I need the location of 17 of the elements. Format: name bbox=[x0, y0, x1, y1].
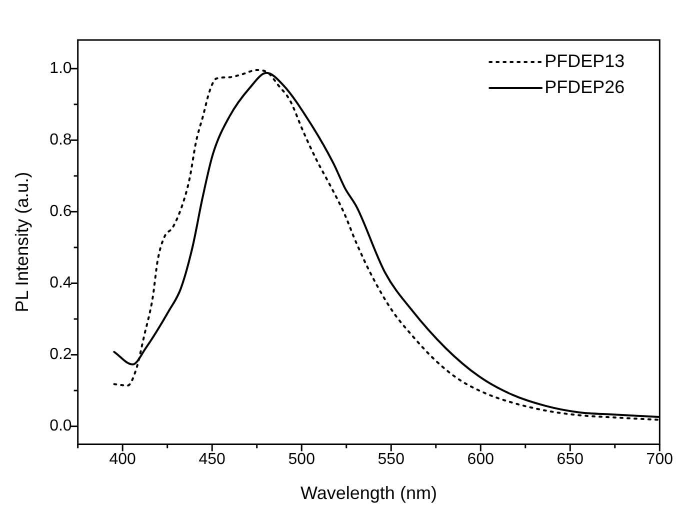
y-axis-title: PL Intensity (a.u.) bbox=[12, 172, 32, 312]
x-tick-label: 700 bbox=[646, 451, 674, 468]
x-tick-label: 500 bbox=[288, 451, 316, 468]
x-tick-label: 400 bbox=[109, 451, 136, 468]
y-tick-label: 0.4 bbox=[50, 274, 72, 292]
x-tick-label: 450 bbox=[198, 451, 226, 468]
y-tick-label: 0.6 bbox=[50, 203, 72, 220]
legend-label: PFDEP13 bbox=[544, 50, 625, 71]
y-tick-label: 0.2 bbox=[50, 346, 72, 364]
y-tick-label: 1.0 bbox=[50, 60, 72, 78]
legend-label: PFDEP26 bbox=[544, 76, 625, 97]
y-tick-label: 0.8 bbox=[50, 132, 72, 149]
y-tick-label: 0.0 bbox=[50, 418, 72, 435]
x-axis-title: Wavelength (nm) bbox=[300, 483, 437, 504]
x-tick-label: 650 bbox=[556, 451, 584, 468]
x-tick-label: 550 bbox=[378, 451, 405, 468]
x-tick-label: 600 bbox=[467, 451, 494, 468]
